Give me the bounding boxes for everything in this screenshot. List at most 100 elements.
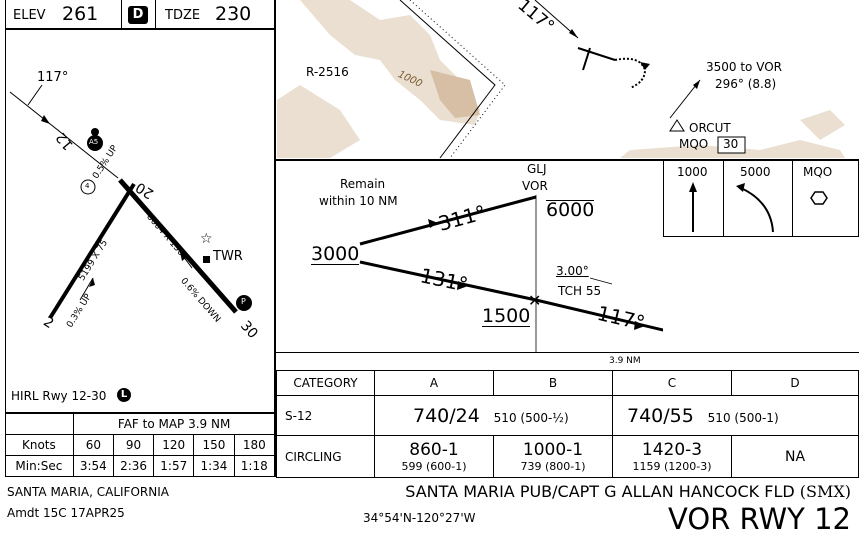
circling-b-sub: 739 (800-1) [520,460,586,473]
profile-view: ✕ [359,195,663,352]
remain-line-2: within 10 NM [319,194,398,208]
header-a: A [374,370,494,396]
marker-circle [80,179,96,195]
header-c: C [612,370,732,396]
s12-cd-sub: 510 (500-1) [707,410,779,425]
circling-a-main: 860-1 [409,440,459,460]
ma-mqo: MQO [803,165,833,179]
faf-cross: ✕ [528,291,541,310]
runway-12-30 [118,178,238,314]
vor-name: GLJ [527,162,547,176]
transition-text-1: 3500 to VOR [706,60,782,74]
time-150: 1:34 [193,454,235,478]
p-badge-label: P [241,297,246,306]
footer-airport-name: SANTA MARIA PUB/CAPT G ALLAN HANCOCK FLD [405,482,795,501]
runway-2-20 [48,182,136,320]
restricted-area-label: R-2516 [306,65,349,79]
footer-amdt: Amdt 15C 17APR25 [7,506,125,520]
circling-b-main: 1000-1 [522,440,584,460]
alt-1500: 1500 [482,305,531,327]
dme-badge: D [128,6,148,24]
airport-sketch-panel [5,0,276,477]
tdze-divider [155,0,156,28]
knots-60: 60 [72,433,114,456]
elev-label: ELEV [13,8,46,23]
minimums-table: CATEGORY A B C D S-12 740/24 510 (500-½)… [276,370,859,478]
s12-cd-main: 740/55 [627,404,694,427]
knots-180: 180 [233,433,276,456]
timing-title: FAF to MAP 3.9 NM [72,411,276,435]
minsec-label: Min:Sec [5,454,74,478]
tower-icon [203,256,210,263]
s12-label: S-12 [276,395,375,436]
mqo-channel-box [717,136,746,154]
airport-diagram: ☆ [9,84,252,320]
footer-coords: 34°54'N-120°27'W [363,511,476,525]
timing-table: FAF to MAP 3.9 NM Knots 60 90 120 150 18… [5,411,276,478]
vor-type: VOR [522,179,548,193]
elev-divider [121,0,122,28]
time-180: 1:18 [233,454,276,478]
ma-5000: 5000 [740,165,771,179]
circling-d-main: NA [784,448,806,465]
approach-lighting-circle [87,135,103,151]
footer-procedure: VOR RWY 12 [667,502,851,536]
glideslope-angle: 3.00° [556,264,589,278]
fix-id: MQO [679,137,709,151]
tdze-value: 230 [215,3,252,25]
distance-label: 3.9 NM [607,356,643,366]
circling-c-main: 1420-3 [641,440,703,460]
footer-airport-id: (SMX) [799,482,851,501]
a5-label: A5 [89,138,99,146]
alt-6000: 6000 [546,199,595,221]
s12-ab-main: 740/24 [413,404,480,427]
inbound-leg-131 [359,260,537,302]
fix-channel: 30 [723,137,739,151]
profile-divider-bottom [276,352,859,353]
tch: TCH 55 [558,284,602,298]
knots-150: 150 [193,433,235,456]
footer-city: SANTA MARIA, CALIFORNIA [7,485,169,499]
final-leg-117 [535,298,663,332]
s12-ab-sub: 510 (500-½) [493,410,569,425]
profile-divider-top [276,159,859,161]
turn-arrow-icon [740,187,774,233]
outbound-leg-311 [359,195,537,246]
tower-label: TWR [213,249,243,264]
header-b: B [493,370,613,396]
hirl-badge: L [117,388,131,402]
procedure-turn-leg [577,47,616,61]
ma-1000: 1000 [677,165,708,179]
circling-label: CIRCLING [276,435,375,478]
vor-hexagon-icon [810,191,828,205]
remain-line-1: Remain [340,177,386,191]
circling-c-sub: 1159 (1200-3) [632,460,712,473]
approach-course-line [9,91,119,179]
beacon-icon: ☆ [200,231,213,247]
elev-tdze-row [5,0,276,30]
course-arrow [41,115,50,124]
circling-a-sub: 599 (600-1) [401,460,467,473]
transition-text-2: 296° (8.8) [715,77,777,91]
alt-3000: 3000 [311,243,360,265]
knots-label: Knots [5,433,74,456]
orcut-fix-triangle [669,119,685,132]
knots-90: 90 [112,433,155,456]
hirl-label: HIRL Rwy 12-30 [11,389,107,403]
terrain-shading [300,0,480,125]
header-category: CATEGORY [276,370,375,396]
marker-4-label: 4 [85,182,90,190]
time-120: 1:57 [153,454,195,478]
knots-120: 120 [153,433,195,456]
course-117-label: 117° [37,70,69,85]
footer-airport: SANTA MARIA PUB/CAPT G ALLAN HANCOCK FLD… [405,484,851,500]
fix-name: ORCUT [689,121,731,135]
ma-icons [689,182,828,233]
plan-view [277,0,845,159]
restricted-boundary [399,0,496,159]
time-60: 3:54 [72,454,114,478]
tdze-label: TDZE [165,8,201,23]
elev-value: 261 [62,3,99,25]
time-90: 2:36 [112,454,155,478]
pcl-circle [236,295,252,311]
